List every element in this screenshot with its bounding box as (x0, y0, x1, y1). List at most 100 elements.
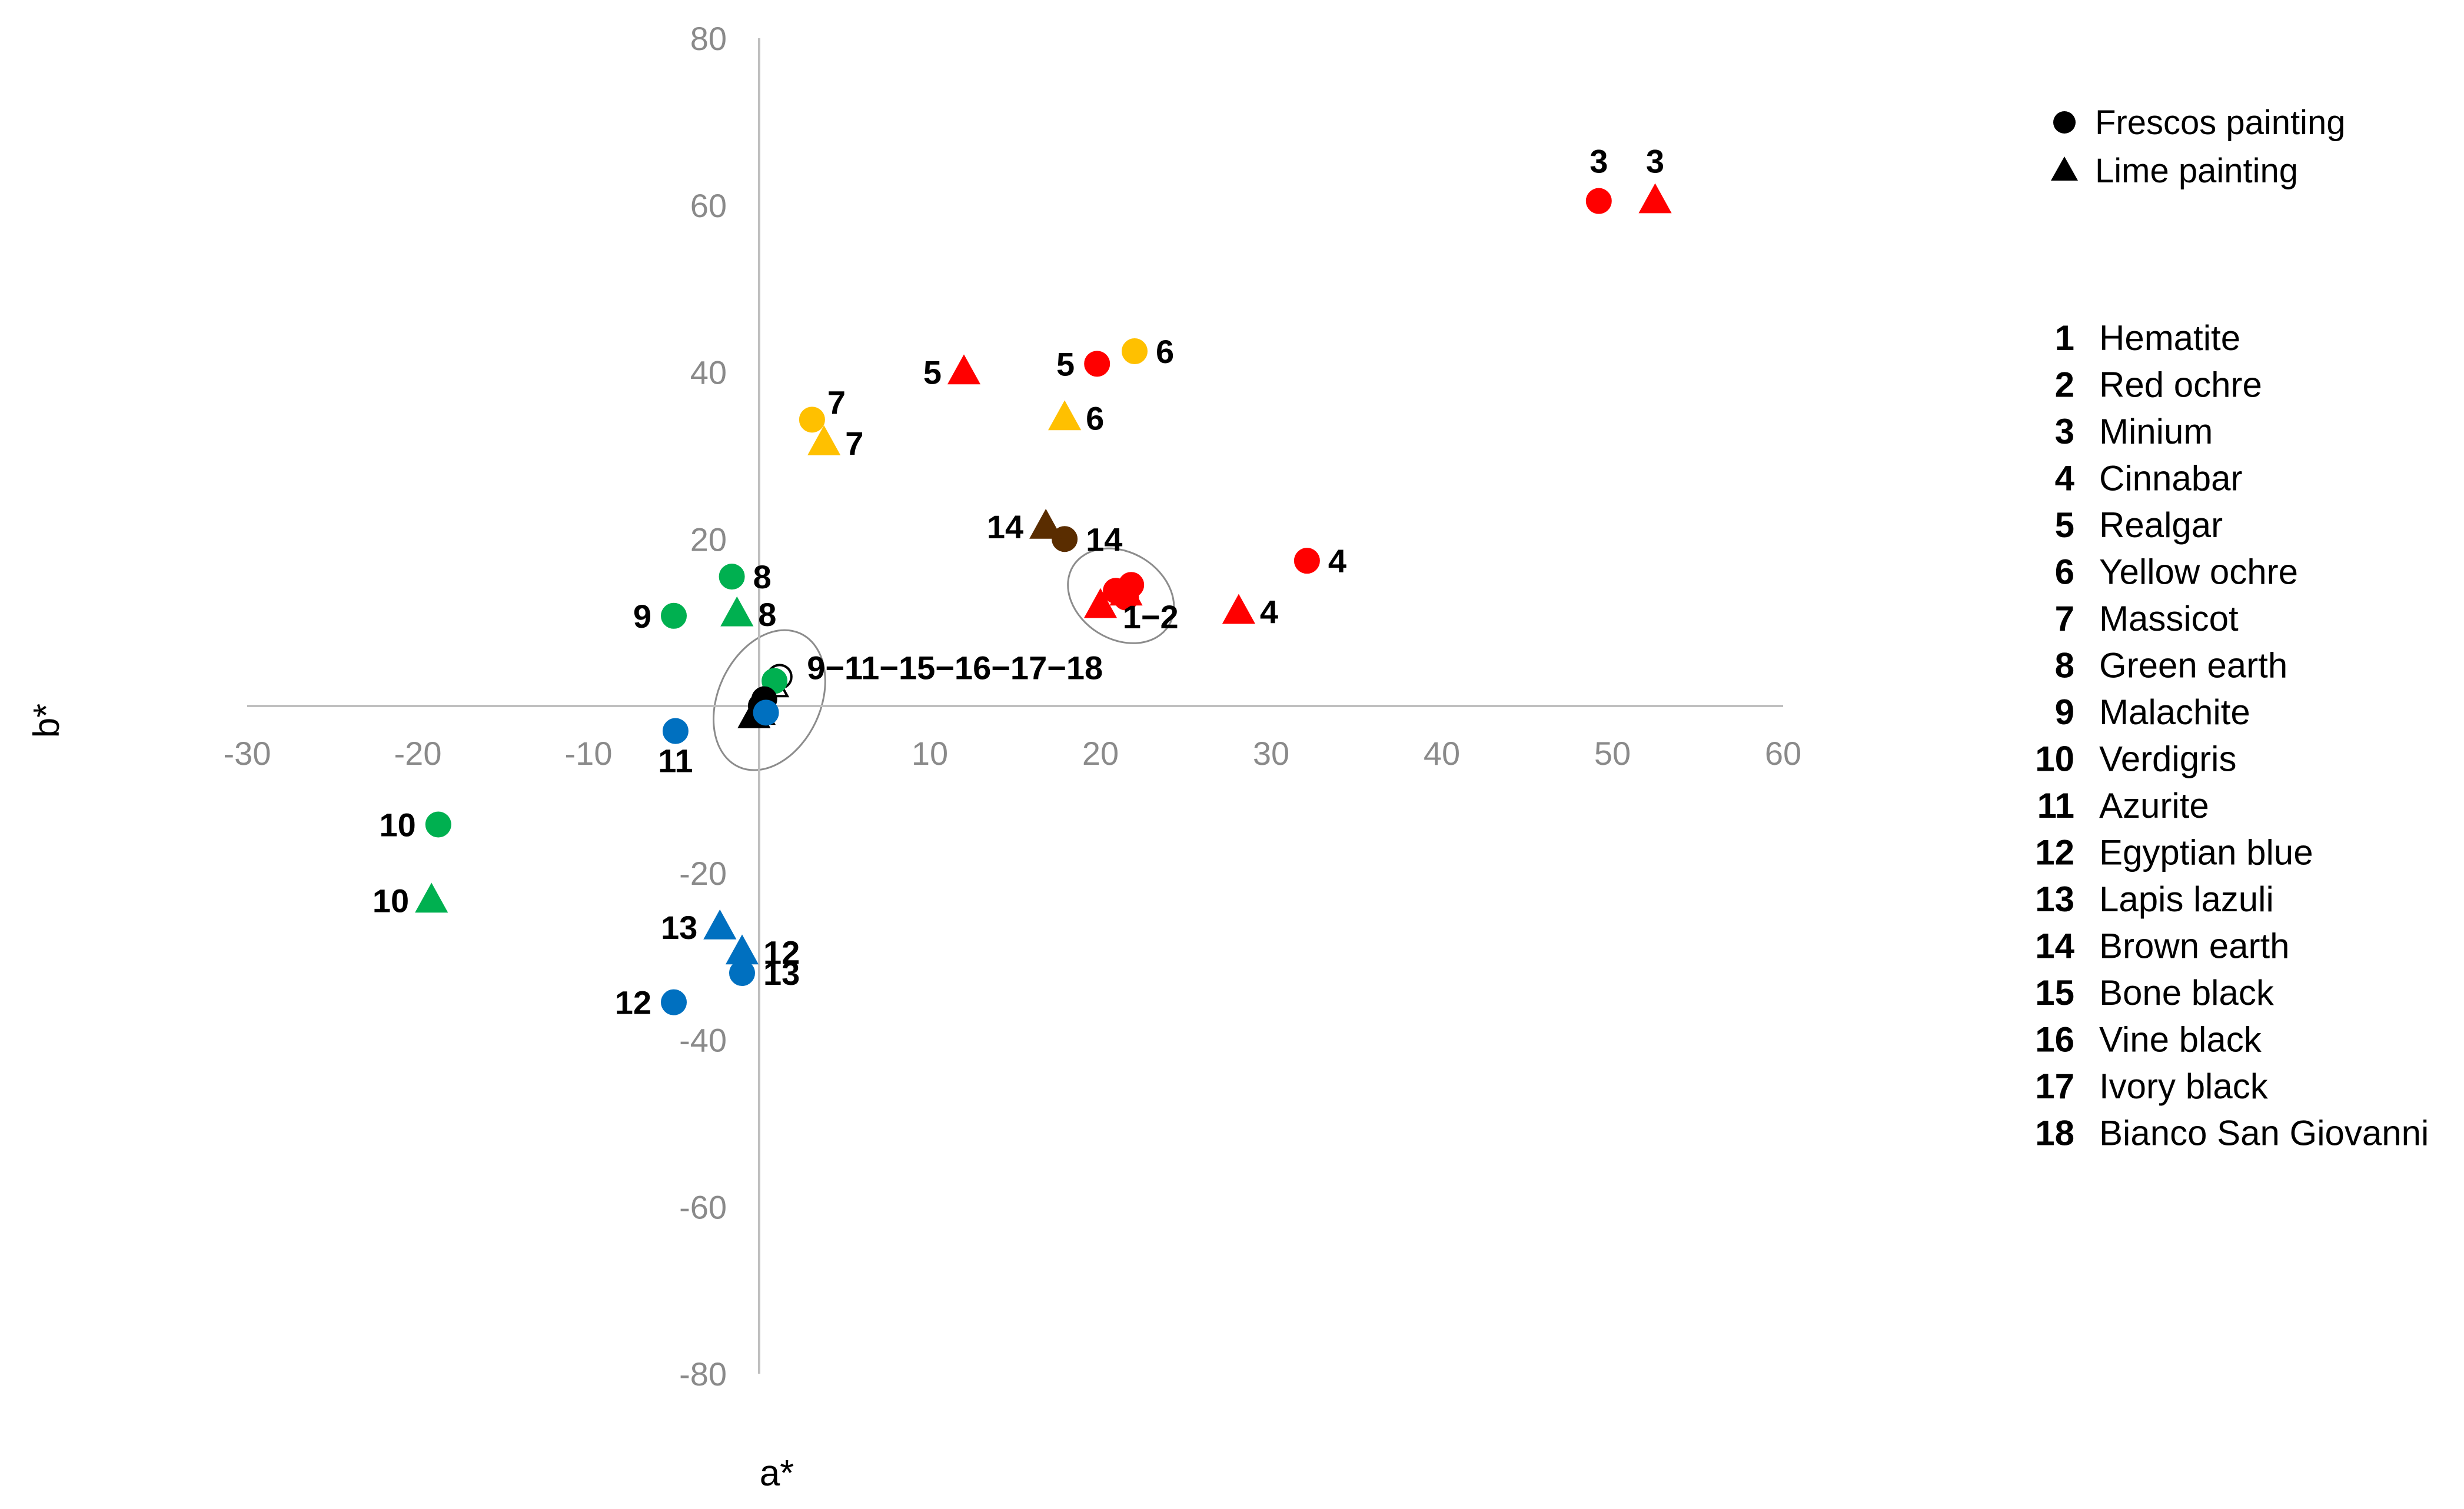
point-lime (1048, 400, 1082, 431)
legend-label: Lime painting (2095, 152, 2298, 190)
pigment-name: Malachite (2099, 692, 2250, 732)
pigment-name: Vine black (2099, 1020, 2262, 1060)
point-label: 4 (1328, 542, 1346, 579)
pigment-number: 9 (2055, 692, 2074, 732)
pigment-name: Cinnabar (2099, 459, 2243, 498)
y-axis-title: b* (26, 704, 67, 738)
pigment-name: Hematite (2099, 318, 2240, 358)
pigment-number: 13 (2035, 880, 2074, 919)
pigment-number: 10 (2035, 739, 2074, 779)
pigment-number: 5 (2055, 505, 2074, 545)
pigment-name: Brown earth (2099, 927, 2290, 966)
group-ellipse (1067, 547, 1175, 644)
point-label: 10 (373, 882, 409, 920)
y-tick-label: -60 (679, 1188, 727, 1225)
group-ellipse (713, 629, 826, 771)
point-label: 4 (1260, 594, 1278, 631)
y-tick-label: 60 (690, 187, 727, 224)
point-label: 6 (1156, 333, 1174, 370)
legend-label: Frescos painting (2095, 104, 2346, 142)
point-lime (415, 882, 448, 913)
point-label: 10 (380, 806, 416, 843)
pigment-number: 11 (2037, 786, 2074, 825)
point-label: 11 (658, 742, 693, 780)
y-tick-label: 80 (690, 20, 727, 57)
pigment-number: 14 (2035, 927, 2074, 966)
data-points (415, 183, 1672, 1015)
pigment-name: Red ochre (2099, 365, 2262, 405)
pigment-number: 2 (2055, 365, 2074, 405)
y-tick-labels: 80 60 40 20 -20 -40 -60 -80 (679, 20, 727, 1393)
point-label: 8 (758, 596, 776, 633)
x-tick-label: 60 (1765, 735, 1801, 772)
pigment-name: Lapis lazuli (2099, 880, 2274, 919)
pigment-number: 12 (2035, 833, 2074, 872)
pigment-name: Ivory black (2099, 1067, 2269, 1106)
pigment-number: 7 (2055, 599, 2074, 638)
point-label: 3 (1646, 143, 1664, 180)
legend-circle-marker (2053, 111, 2076, 134)
pigment-name: Minium (2099, 412, 2213, 451)
pigment-name: Verdigris (2099, 739, 2236, 779)
group-labels: 1−2 9−11−15−16−17−18 (807, 598, 1179, 687)
point-label: 7 (827, 384, 846, 421)
pigment-name: Bone black (2099, 973, 2275, 1012)
point-label: 5 (1056, 345, 1075, 382)
point-frescos (662, 718, 689, 744)
y-tick-label: 40 (690, 354, 727, 391)
pigment-name: Massicot (2099, 599, 2239, 638)
pigment-name: Realgar (2099, 505, 2223, 545)
pigment-number: 17 (2035, 1067, 2074, 1106)
point-frescos (1293, 548, 1320, 574)
y-tick-label: 20 (690, 521, 727, 558)
point-label: 6 (1086, 400, 1104, 437)
pigment-name: Egyptian blue (2099, 833, 2313, 872)
x-tick-label: 20 (1082, 735, 1119, 772)
point-label: 13 (763, 955, 800, 992)
point-label: 3 (1590, 143, 1608, 180)
y-tick-label: -40 (679, 1022, 727, 1059)
point-frescos (661, 602, 687, 629)
group-ellipses (713, 547, 1175, 771)
point-lime (807, 425, 841, 455)
point-frescos (661, 989, 687, 1015)
pigment-number: 3 (2055, 412, 2074, 451)
point-lime (725, 934, 759, 965)
legend-triangle-marker (2051, 156, 2078, 181)
x-tick-label: 30 (1253, 735, 1289, 772)
point-lime (720, 596, 754, 627)
pigment-name: Yellow ochre (2099, 552, 2298, 592)
x-axis-title: a* (760, 1453, 794, 1494)
x-tick-label: -30 (224, 735, 271, 772)
point-frescos (753, 699, 779, 726)
point-frescos (1585, 188, 1612, 214)
axes (247, 38, 1783, 1374)
point-label: 13 (661, 909, 697, 946)
group-label: 1−2 (1123, 598, 1179, 635)
point-label: 8 (753, 558, 772, 595)
pigment-number: 4 (2055, 459, 2075, 498)
point-label: 14 (987, 508, 1023, 545)
point-label: 7 (845, 425, 863, 462)
point-lime (947, 354, 981, 385)
point-frescos (719, 564, 745, 590)
point-lime (1029, 508, 1063, 539)
x-tick-label: 50 (1594, 735, 1631, 772)
pigment-name: Azurite (2099, 786, 2209, 825)
point-frescos (1122, 338, 1148, 365)
x-tick-labels: -30 -20 -10 10 20 30 40 50 60 (224, 735, 1802, 772)
marker-legend: Frescos painting Lime painting (2051, 104, 2346, 190)
point-lime (1109, 575, 1143, 606)
pigment-number: 1 (2055, 318, 2074, 358)
y-tick-label: -80 (679, 1355, 727, 1393)
point-frescos (425, 811, 451, 838)
point-frescos (1084, 351, 1110, 377)
pigment-key: 1 Hematite 2 Red ochre 3 Minium 4 Cinnabar 5 Real… (2035, 318, 2429, 1153)
point-lime (1083, 588, 1118, 618)
point-lime (1638, 183, 1672, 214)
point-label: 12 (763, 934, 800, 971)
x-tick-label: 40 (1424, 735, 1460, 772)
pigment-name: Bianco San Giovanni (2099, 1114, 2429, 1153)
point-frescos (799, 407, 825, 433)
